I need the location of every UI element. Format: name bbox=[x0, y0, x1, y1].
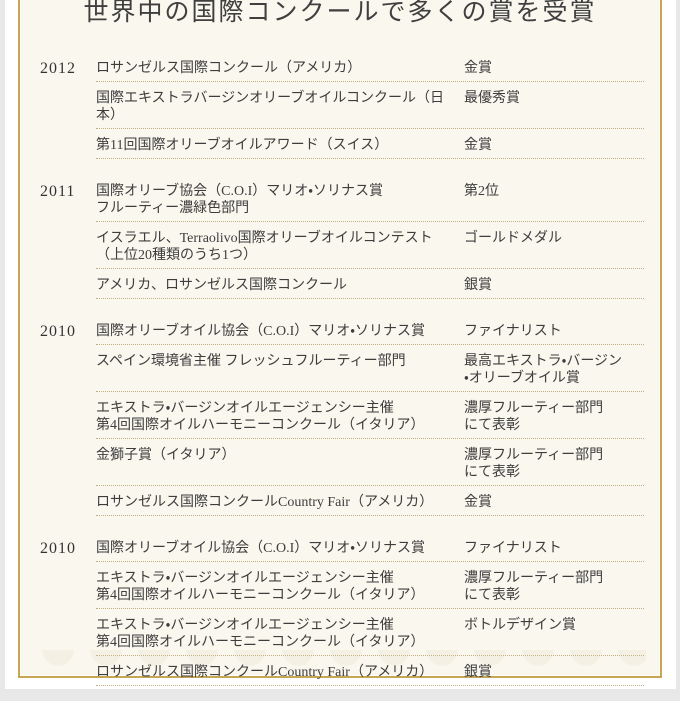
award-row: ロサンゼルス国際コンクールCountry Fair（アメリカ） 銀賞 bbox=[96, 656, 644, 686]
award-competition-name: エキストラ・バージンオイルエージェンシー主催 第4回国際オイルハーモニーコンクー… bbox=[96, 401, 425, 433]
award-result: 金賞 bbox=[464, 138, 492, 153]
award-row: 金獅子賞（イタリア） 濃厚フルーティー部門 にて表彰 bbox=[96, 439, 644, 486]
awards-panel: 世界中の国際コンクールで多くの賞を受賞 2012 ロサンゼルス国際コンクール（ア… bbox=[18, 0, 662, 686]
award-competition-name: イスラエル、Terraolivo国際オリーブオイルコンテスト （上位20種類のう… bbox=[96, 231, 433, 263]
award-row: ロサンゼルス国際コンクールCountry Fair（アメリカ） 金賞 bbox=[96, 486, 644, 516]
award-result: 濃厚フルーティー部門 にて表彰 bbox=[464, 401, 604, 433]
award-year: 2012 bbox=[40, 60, 76, 77]
awards-list: 2012 ロサンゼルス国際コンクール（アメリカ） 金賞 国際エキストラバージンオ… bbox=[40, 52, 644, 686]
award-competition-name: 国際エキストラバージンオリーブオイルコンクール（日本） bbox=[96, 91, 445, 123]
award-competition-name: エキストラ・バージンオイルエージェンシー主催 第4回国際オイルハーモニーコンクー… bbox=[96, 571, 425, 603]
award-rows: 国際オリーブオイル協会（C.O.I）マリオ・ソリナス賞 ファイナリスト スペイン… bbox=[96, 315, 644, 516]
award-result: 濃厚フルーティー部門 にて表彰 bbox=[464, 571, 604, 603]
award-row: エキストラ・バージンオイルエージェンシー主催 第4回国際オイルハーモニーコンクー… bbox=[96, 609, 644, 656]
award-year-section: 2011 国際オリーブ協会（C.O.I）マリオ・ソリナス賞 フルーティー濃緑色部… bbox=[40, 175, 644, 299]
award-rows: ロサンゼルス国際コンクール（アメリカ） 金賞 国際エキストラバージンオリーブオイ… bbox=[96, 52, 644, 159]
award-year: 2010 bbox=[40, 323, 76, 340]
award-row: 国際オリーブ協会（C.O.I）マリオ・ソリナス賞 フルーティー濃緑色部門 第2位 bbox=[96, 175, 644, 222]
award-year-section: 2010 国際オリーブオイル協会（C.O.I）マリオ・ソリナス賞 ファイナリスト… bbox=[40, 532, 644, 686]
award-year: 2010 bbox=[40, 540, 76, 557]
award-row: スペイン環境省主催 フレッシュフルーティー部門 最高エキストラ・バージン ・オリ… bbox=[96, 345, 644, 392]
award-competition-name: ロサンゼルス国際コンクールCountry Fair（アメリカ） bbox=[96, 495, 434, 510]
award-competition-name: 国際オリーブオイル協会（C.O.I）マリオ・ソリナス賞 bbox=[96, 541, 426, 556]
award-row: エキストラ・バージンオイルエージェンシー主催 第4回国際オイルハーモニーコンクー… bbox=[96, 392, 644, 439]
award-result: ゴールドメダル bbox=[464, 231, 562, 246]
award-result: 銀賞 bbox=[464, 278, 492, 293]
page-title: 世界中の国際コンクールで多くの賞を受賞 bbox=[83, 0, 597, 26]
award-row: エキストラ・バージンオイルエージェンシー主催 第4回国際オイルハーモニーコンクー… bbox=[96, 562, 644, 609]
award-rows: 国際オリーブ協会（C.O.I）マリオ・ソリナス賞 フルーティー濃緑色部門 第2位… bbox=[96, 175, 644, 299]
award-row: アメリカ、ロサンゼルス国際コンクール 銀賞 bbox=[96, 269, 644, 299]
award-result: 最優秀賞 bbox=[464, 91, 520, 106]
award-result: 最高エキストラ・バージン ・オリーブオイル賞 bbox=[464, 354, 623, 386]
award-year: 2011 bbox=[40, 183, 76, 200]
award-row: イスラエル、Terraolivo国際オリーブオイルコンテスト （上位20種類のう… bbox=[96, 222, 644, 269]
award-competition-name: スペイン環境省主催 フレッシュフルーティー部門 bbox=[96, 354, 406, 369]
award-result: 濃厚フルーティー部門 にて表彰 bbox=[464, 448, 604, 480]
award-competition-name: 国際オリーブ協会（C.O.I）マリオ・ソリナス賞 フルーティー濃緑色部門 bbox=[96, 184, 384, 216]
award-result: ボトルデザイン賞 bbox=[464, 618, 576, 633]
award-rows: 国際オリーブオイル協会（C.O.I）マリオ・ソリナス賞 ファイナリスト エキスト… bbox=[96, 532, 644, 686]
award-competition-name: ロサンゼルス国際コンクールCountry Fair（アメリカ） bbox=[96, 665, 434, 680]
award-year-section: 2012 ロサンゼルス国際コンクール（アメリカ） 金賞 国際エキストラバージンオ… bbox=[40, 52, 644, 159]
award-competition-name: ロサンゼルス国際コンクール（アメリカ） bbox=[96, 61, 362, 76]
award-result: 金賞 bbox=[464, 495, 492, 510]
award-result: ファイナリスト bbox=[464, 324, 562, 339]
award-row: 国際エキストラバージンオリーブオイルコンクール（日本） 最優秀賞 bbox=[96, 82, 644, 129]
award-competition-name: 国際オリーブオイル協会（C.O.I）マリオ・ソリナス賞 bbox=[96, 324, 426, 339]
award-result: 銀賞 bbox=[464, 665, 492, 680]
award-year-section: 2010 国際オリーブオイル協会（C.O.I）マリオ・ソリナス賞 ファイナリスト… bbox=[40, 315, 644, 516]
award-competition-name: 第11回国際オリーブオイルアワード（スイス） bbox=[96, 138, 389, 153]
award-row: 国際オリーブオイル協会（C.O.I）マリオ・ソリナス賞 ファイナリスト bbox=[96, 315, 644, 345]
award-result: ファイナリスト bbox=[464, 541, 562, 556]
page-card: 世界中の国際コンクールで多くの賞を受賞 2012 ロサンゼルス国際コンクール（ア… bbox=[5, 0, 676, 689]
award-competition-name: 金獅子賞（イタリア） bbox=[96, 448, 236, 463]
award-result: 第2位 bbox=[464, 184, 499, 199]
award-row: 国際オリーブオイル協会（C.O.I）マリオ・ソリナス賞 ファイナリスト bbox=[96, 532, 644, 562]
award-competition-name: エキストラ・バージンオイルエージェンシー主催 第4回国際オイルハーモニーコンクー… bbox=[96, 618, 425, 650]
award-row: 第11回国際オリーブオイルアワード（スイス） 金賞 bbox=[96, 129, 644, 159]
award-competition-name: アメリカ、ロサンゼルス国際コンクール bbox=[96, 278, 348, 293]
award-row: ロサンゼルス国際コンクール（アメリカ） 金賞 bbox=[96, 52, 644, 82]
award-result: 金賞 bbox=[464, 61, 492, 76]
